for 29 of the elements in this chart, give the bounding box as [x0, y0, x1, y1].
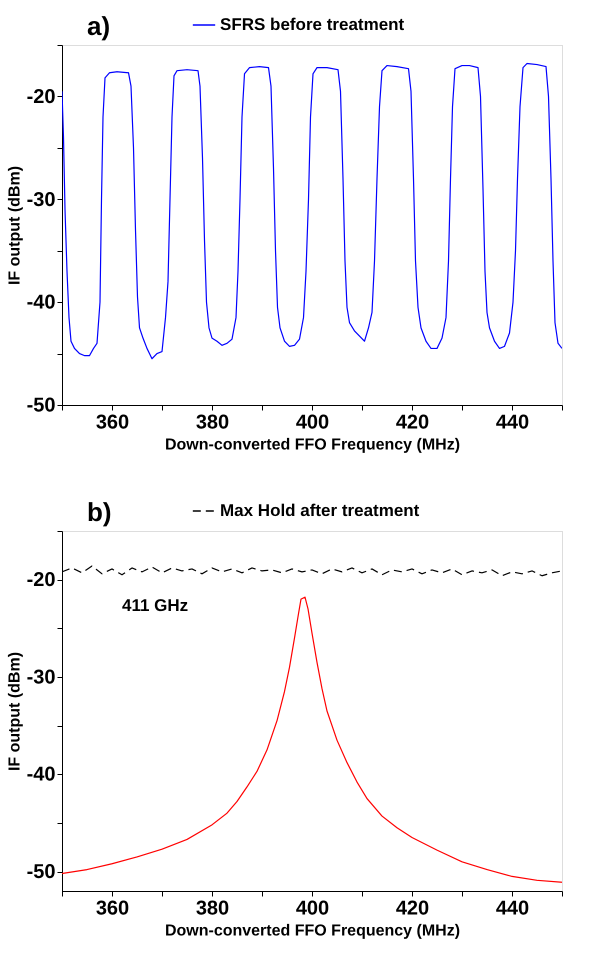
y-axis-title: IF output (dBm) [6, 652, 24, 772]
x-tick-label: 360 [96, 412, 130, 434]
y-tick-label: -30 [26, 188, 56, 211]
x-tick-label: 440 [496, 898, 530, 920]
x-tick-label: 360 [96, 898, 130, 920]
x-axis-title: Down-converted FFO Frequency (MHz) [164, 922, 460, 940]
y-tick-label: -30 [26, 666, 56, 688]
y-tick-label: -50 [26, 861, 56, 884]
x-tick-label: 420 [396, 412, 430, 434]
x-tick-label: 420 [396, 898, 430, 920]
legend-label: SFRS before treatment [220, 15, 405, 34]
y-tick-label: -50 [26, 394, 56, 416]
y-tick-label: -40 [26, 292, 56, 314]
line-series [62, 62, 562, 360]
y-tick-label: -40 [26, 764, 56, 786]
x-tick-label: 380 [196, 898, 230, 920]
y-axis-title: IF output (dBm) [6, 166, 24, 286]
line-series [62, 596, 562, 883]
x-tick-label: 380 [196, 412, 230, 434]
text: a) [87, 11, 110, 41]
y-tick-label: -20 [26, 86, 56, 108]
text: b) [87, 497, 112, 527]
x-axis-title: Down-converted FFO Frequency (MHz) [164, 436, 460, 454]
legend-label: Max Hold after treatment [220, 501, 420, 520]
x-tick-label: 400 [296, 412, 330, 434]
x-tick-label: 440 [496, 412, 530, 434]
x-tick-label: 400 [296, 898, 330, 920]
y-tick-label: -20 [26, 569, 56, 592]
annotation: 411 GHz [122, 596, 188, 615]
